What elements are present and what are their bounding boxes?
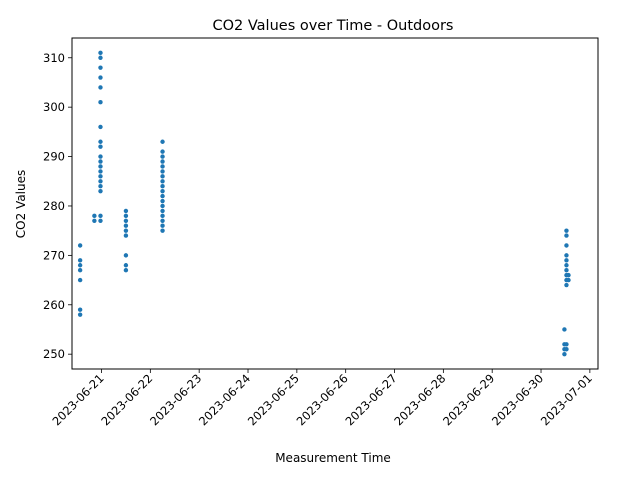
data-point — [98, 169, 103, 174]
y-axis-ticks: 250 260 270 280 290 300 310 — [43, 51, 72, 361]
data-point — [98, 85, 103, 90]
data-point — [160, 169, 165, 174]
data-point — [98, 75, 103, 80]
data-point — [98, 188, 103, 194]
data-point — [160, 228, 165, 233]
data-point — [160, 139, 165, 144]
data-point — [98, 100, 103, 105]
data-point — [564, 347, 569, 352]
data-point — [160, 208, 165, 214]
data-point — [160, 179, 165, 184]
y-tick-label: 290 — [43, 150, 65, 164]
data-points — [77, 50, 571, 357]
data-point — [98, 218, 103, 223]
data-point — [564, 233, 569, 238]
data-point — [566, 277, 571, 283]
data-point — [160, 213, 165, 219]
data-point — [98, 179, 103, 184]
data-point — [160, 184, 165, 189]
data-point — [564, 258, 569, 263]
data-point — [98, 213, 103, 219]
data-point — [77, 277, 83, 283]
data-point — [160, 203, 165, 209]
data-point — [98, 164, 103, 169]
y-tick-label: 300 — [43, 100, 65, 114]
data-point — [92, 218, 97, 223]
data-point — [92, 213, 97, 219]
data-point — [564, 253, 569, 258]
y-tick-label: 250 — [43, 347, 65, 361]
data-point — [160, 218, 165, 223]
data-point — [160, 164, 165, 169]
data-point — [123, 267, 129, 273]
data-point — [123, 253, 129, 258]
data-point — [160, 154, 165, 159]
data-point — [77, 267, 83, 273]
data-point — [123, 208, 129, 214]
data-point — [123, 213, 129, 219]
data-point — [562, 351, 567, 357]
data-point — [564, 243, 569, 248]
data-point — [98, 174, 103, 179]
y-axis-label: CO2 Values — [14, 170, 28, 238]
data-point — [98, 55, 103, 60]
data-point — [160, 149, 165, 154]
data-point — [160, 174, 165, 179]
data-point — [123, 233, 129, 238]
data-point — [564, 342, 569, 347]
data-point — [562, 327, 567, 332]
data-point — [123, 223, 129, 228]
y-tick-label: 280 — [43, 199, 65, 213]
data-point — [77, 258, 83, 263]
data-point — [160, 193, 165, 199]
data-point — [564, 267, 569, 273]
data-point — [160, 188, 165, 194]
data-point — [98, 124, 103, 130]
data-point — [564, 282, 569, 288]
data-point — [98, 159, 103, 164]
data-point — [98, 144, 103, 149]
x-axis-label: Measurement Time — [275, 451, 391, 465]
data-point — [98, 184, 103, 189]
data-point — [77, 263, 83, 268]
data-point — [77, 312, 83, 317]
data-point — [564, 263, 569, 268]
data-point — [566, 272, 571, 278]
data-point — [98, 65, 103, 70]
data-point — [123, 228, 129, 233]
y-tick-label: 310 — [43, 51, 65, 65]
data-point — [98, 50, 103, 56]
data-point — [98, 154, 103, 159]
data-point — [123, 263, 129, 268]
data-point — [160, 159, 165, 164]
plot-area-frame — [71, 37, 599, 370]
data-point — [564, 228, 569, 233]
y-tick-label: 260 — [43, 298, 65, 312]
data-point — [123, 218, 129, 223]
y-tick-label: 270 — [43, 248, 65, 262]
data-point — [77, 243, 83, 248]
data-point — [160, 198, 165, 204]
data-point — [98, 139, 103, 144]
chart-title: CO2 Values over Time - Outdoors — [213, 18, 454, 34]
data-point — [77, 307, 83, 312]
data-point — [160, 223, 165, 228]
